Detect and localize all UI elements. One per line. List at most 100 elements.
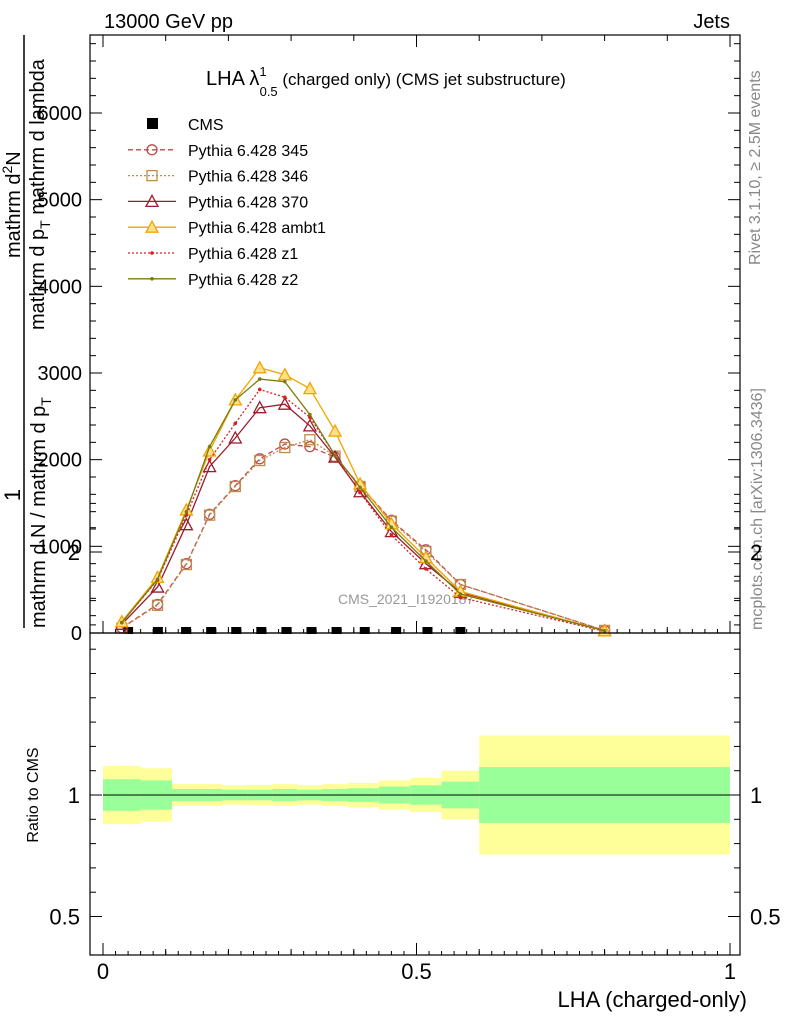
ylabel-one: 1	[0, 489, 25, 501]
data-point	[602, 629, 607, 633]
x-axis-label: LHA (charged-only)	[557, 987, 747, 1012]
data-point	[302, 381, 318, 395]
data-point	[327, 423, 343, 437]
data-point	[424, 559, 428, 563]
ylabel-den-num: mathrm d N / mathrm d p	[28, 406, 50, 628]
main-ytick-label: 0	[71, 623, 82, 645]
main-ytick-label: 6000	[38, 103, 83, 125]
legend-entry: Pythia 6.428 ambt1	[128, 219, 326, 237]
main-ytick-label: 5000	[38, 190, 83, 212]
data-point	[203, 509, 216, 521]
data-point	[144, 219, 160, 233]
data-point	[184, 509, 189, 514]
legend-label: Pythia 6.428 346	[188, 169, 308, 186]
x-tick-label: 0.5	[401, 959, 432, 984]
data-point	[424, 567, 428, 571]
data-point	[389, 533, 394, 537]
data-point	[229, 480, 241, 493]
data-point	[358, 490, 362, 495]
data-point	[150, 579, 165, 593]
series-line	[121, 388, 605, 632]
ylabel-top-sup: 2	[0, 166, 15, 174]
rivet-label: Rivet 3.1.10, ≥ 2.5M events	[747, 70, 764, 265]
data-point	[152, 627, 163, 634]
data-point	[331, 627, 342, 634]
data-point	[123, 627, 134, 634]
data-point	[207, 444, 212, 449]
ratio-ytick-label: 1	[68, 783, 80, 808]
ylabel-numerator-bottom: mathrm d pT mathrm d lambda	[27, 58, 53, 330]
data-point	[228, 430, 243, 444]
data-point	[146, 144, 158, 156]
ratio-plot-frame	[89, 632, 741, 956]
legend-label: CMS	[188, 117, 224, 134]
legend-entry: Pythia 6.428 370	[128, 194, 308, 211]
legend: CMS Pythia 6.428 345 Pythia 6.428 346 Pythi…	[128, 117, 326, 289]
ratio-ylabel: Ratio to CMS	[25, 747, 42, 842]
process-label: Jets	[693, 11, 730, 33]
data-point	[180, 558, 193, 571]
data-point	[254, 454, 266, 467]
data-point	[151, 599, 164, 611]
data-point	[257, 377, 262, 381]
analysis-watermark: CMS_2021_I1920187	[338, 591, 474, 607]
data-point	[455, 627, 466, 634]
series-layer	[114, 360, 612, 637]
title-main: LHA λ	[206, 68, 259, 90]
data-point	[333, 453, 337, 458]
data-point	[422, 627, 433, 634]
data-point	[256, 627, 267, 634]
data-point	[359, 627, 370, 634]
mcplots-label: mcplots.cern.ch [arXiv:1306.3436]	[749, 388, 766, 630]
ylabel-bot-dp: mathrm d p	[27, 229, 49, 330]
data-point	[327, 449, 343, 463]
data-point	[146, 169, 158, 182]
data-point	[150, 570, 165, 584]
ylabel-bot-rest: mathrm d lambda	[27, 58, 49, 220]
legend-entry: Pythia 6.428 345	[128, 143, 308, 160]
data-point	[257, 387, 262, 392]
legend-swatch	[147, 118, 158, 129]
data-point	[233, 398, 238, 402]
series-pythia-6-428-z2	[120, 377, 607, 633]
data-point	[202, 459, 217, 473]
data-point	[304, 434, 316, 446]
legend-entry: Pythia 6.428 z2	[128, 272, 298, 289]
data-point	[308, 412, 312, 417]
legend-label: Pythia 6.428 ambt1	[188, 220, 326, 237]
series-line	[121, 378, 605, 632]
data-point	[144, 194, 160, 208]
main-ytick-label: 1000	[38, 536, 83, 558]
data-point	[304, 441, 316, 453]
data-point	[391, 627, 402, 634]
data-point	[179, 517, 194, 531]
data-point	[252, 360, 267, 374]
data-point	[150, 251, 154, 255]
x-tick-label: 0	[97, 959, 109, 984]
main-ytick-labels: 0 1000 2000 3000 4000 5000 6000	[38, 103, 83, 645]
data-point	[277, 396, 292, 410]
main-ytick-label: 3000	[38, 363, 83, 385]
data-point	[283, 379, 287, 384]
energy-label: 13000 GeV pp	[104, 11, 233, 33]
data-point	[181, 627, 192, 634]
series-line	[121, 438, 605, 632]
ratio-ytick-label-right: 1	[750, 783, 762, 808]
data-point	[150, 277, 154, 281]
ratio-ticks	[90, 502, 740, 917]
data-point	[302, 418, 318, 432]
x-tick-label: 1	[724, 959, 736, 984]
title-rest: (charged only) (CMS jet substructure)	[278, 70, 566, 89]
main-ytick-label: 2000	[38, 450, 83, 472]
data-point	[458, 592, 463, 596]
data-point	[207, 457, 212, 462]
legend-label: Pythia 6.428 z2	[188, 272, 298, 289]
ratio-ytick-label: 2	[68, 540, 80, 565]
data-point	[389, 525, 394, 530]
ratio-tick-labels: 0.5 0.5 1 1 2 2	[49, 540, 780, 930]
series-line	[121, 443, 605, 632]
ratio-bands	[103, 735, 730, 855]
data-point	[252, 400, 267, 414]
ylabel-den-sub: T	[38, 397, 54, 406]
main-ytick-label: 4000	[38, 276, 83, 298]
